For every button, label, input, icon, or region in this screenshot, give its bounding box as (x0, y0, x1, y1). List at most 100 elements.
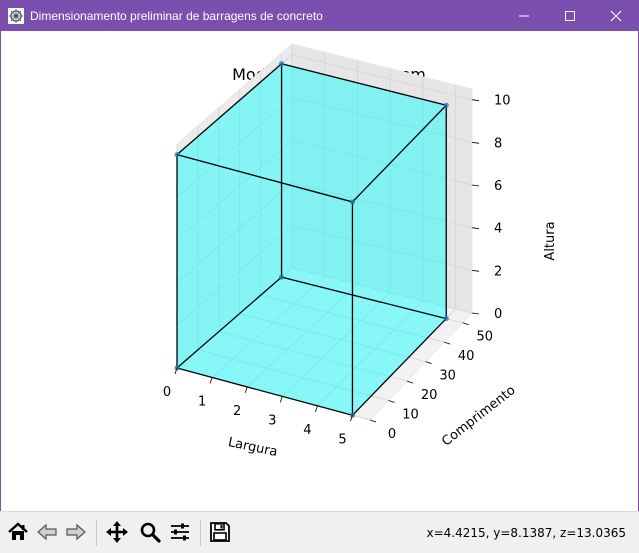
forward-button[interactable] (62, 518, 90, 546)
figure-canvas[interactable]: Modelo 3D da barragem 012345010203040500… (1, 31, 638, 510)
zoom-button[interactable] (136, 518, 164, 546)
zoom-icon (140, 522, 161, 543)
z-tick-label: 8 (494, 136, 502, 151)
grid-line (176, 97, 293, 198)
grid-line (291, 139, 473, 186)
save-icon (210, 522, 230, 542)
z-tick (471, 184, 480, 187)
y-tick-label: 10 (402, 408, 419, 423)
save-button[interactable] (206, 518, 234, 546)
z-tick (471, 227, 480, 230)
grid-line (218, 331, 408, 382)
z-tick-label: 6 (494, 179, 502, 194)
cursor-coordinates: x=4.4215, y=8.1387, z=13.0365 (426, 526, 626, 540)
toolbar-separator (200, 520, 201, 546)
y-tick-label: 50 (476, 330, 493, 345)
z-tick (471, 141, 480, 144)
grid-line (176, 139, 293, 241)
navigation-toolbar: x=4.4215, y=8.1387, z=13.0365 (0, 511, 639, 553)
y-tick (444, 341, 451, 345)
z-tick-label: 2 (494, 264, 502, 279)
box-face (177, 63, 282, 369)
close-button[interactable] (593, 0, 639, 31)
y-tick-label: 30 (439, 369, 456, 384)
app-icon (8, 7, 24, 24)
minimize-icon (519, 15, 529, 16)
box-edge (176, 276, 282, 369)
x-tick-label: 3 (268, 413, 276, 428)
grid-line (291, 54, 473, 101)
vertex-point (278, 274, 285, 280)
grid-line (281, 292, 391, 397)
grid-line (291, 224, 473, 271)
box-edge (351, 104, 447, 203)
y-tick (406, 380, 414, 384)
x-tick (244, 386, 248, 394)
pan-icon (106, 521, 128, 543)
box-face (352, 105, 447, 416)
maximize-button[interactable] (547, 0, 593, 31)
z-tick (471, 99, 480, 102)
box-face (177, 63, 447, 202)
box-face (177, 277, 447, 416)
title-bar[interactable]: Dimensionamento preliminar de barragens … (0, 0, 639, 31)
configure-subplots-icon (171, 523, 189, 541)
vertex-point (278, 61, 285, 67)
x-tick (174, 367, 178, 375)
box-edge (176, 367, 353, 416)
box-edge (176, 63, 282, 156)
z-axis-label: Altura (543, 221, 558, 260)
box-edge (281, 276, 447, 320)
grid-line (211, 275, 325, 378)
x-tick-label: 2 (233, 404, 241, 419)
y-axis-label: Comprimento (439, 383, 518, 450)
configure-subplots-button[interactable] (166, 518, 194, 546)
grid-line (291, 182, 473, 229)
z-tick-label: 10 (494, 94, 511, 109)
grid-line (317, 300, 424, 407)
x-tick (279, 396, 283, 403)
x-tick (209, 377, 213, 384)
grid-line (197, 349, 389, 401)
y-tick-label: 0 (388, 427, 396, 442)
z-tick-label: 4 (494, 222, 502, 237)
y-tick (369, 419, 377, 423)
box-edge (281, 63, 447, 106)
back-icon (37, 523, 57, 541)
minimize-button[interactable] (501, 0, 547, 31)
window-title: Dimensionamento preliminar de barragens … (30, 8, 323, 23)
x-tick-label: 4 (303, 423, 311, 438)
pan-button[interactable] (103, 518, 131, 546)
y-tick (425, 361, 432, 365)
x-axis-label: Largura (227, 435, 279, 460)
z-tick (471, 269, 480, 272)
box-edge (351, 318, 447, 416)
vertex-point (443, 315, 449, 322)
x-tick-label: 1 (198, 394, 206, 409)
back-button[interactable] (33, 518, 61, 546)
box-face (281, 63, 447, 319)
z-tick-label: 0 (494, 307, 502, 322)
x-tick (350, 415, 353, 422)
vertex-point (174, 152, 180, 158)
grid-line (246, 284, 358, 388)
box-face (177, 154, 353, 416)
plot-3d[interactable]: Modelo 3D da barragem 012345010203040500… (1, 31, 638, 510)
x-tick-label: 0 (163, 385, 171, 400)
grid-line (239, 313, 426, 363)
box-edge (176, 154, 353, 203)
toolbar-separator (96, 520, 97, 546)
y-tick (462, 322, 469, 326)
grid-line (176, 182, 293, 283)
x-tick (314, 405, 318, 412)
vertex-point (349, 199, 356, 205)
forward-icon (66, 523, 86, 541)
home-button[interactable] (4, 518, 32, 546)
home-icon (8, 522, 28, 540)
close-icon (610, 10, 622, 21)
grid-line (291, 267, 473, 314)
y-tick-label: 40 (458, 349, 475, 364)
vertex-point (443, 102, 449, 108)
z-tick (471, 312, 480, 315)
x-tick-label: 5 (338, 432, 346, 447)
